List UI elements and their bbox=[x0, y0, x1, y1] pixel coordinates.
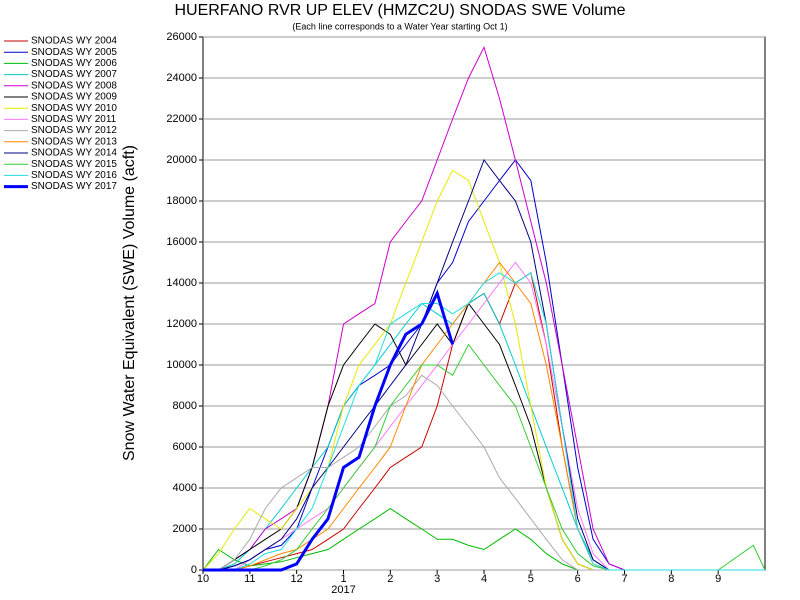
legend-label: SNODAS WY 2009 bbox=[31, 92, 117, 103]
x-tick-label: 6 bbox=[575, 573, 581, 585]
chart-title: HUERFANO RVR UP ELEV (HMZC2U) SNODAS SWE… bbox=[174, 2, 625, 19]
y-tick-label: 26000 bbox=[166, 31, 197, 43]
y-tick-label: 18000 bbox=[166, 195, 197, 207]
chart-subtitle: (Each line corresponds to a Water Year s… bbox=[292, 21, 507, 31]
series-line bbox=[203, 45, 765, 571]
legend-label: SNODAS WY 2016 bbox=[31, 170, 117, 181]
x-tick-label: 11 bbox=[244, 573, 255, 585]
x-tick-label: 9 bbox=[715, 573, 721, 585]
legend-label: SNODAS WY 2017 bbox=[31, 181, 117, 192]
y-tick-label: 10000 bbox=[166, 359, 197, 371]
legend-label: SNODAS WY 2013 bbox=[31, 136, 117, 147]
legend-label: SNODAS WY 2015 bbox=[31, 159, 117, 170]
legend-label: SNODAS WY 2012 bbox=[31, 125, 117, 136]
legend-label: SNODAS WY 2007 bbox=[31, 69, 117, 80]
x-tick-label: 8 bbox=[668, 573, 674, 585]
legend-label: SNODAS WY 2004 bbox=[31, 36, 117, 47]
y-tick-label: 22000 bbox=[166, 113, 197, 125]
annotation: 2017 bbox=[331, 584, 355, 596]
series-line bbox=[203, 272, 765, 571]
y-tick-label: 8000 bbox=[173, 400, 197, 412]
legend-label: SNODAS WY 2005 bbox=[31, 47, 117, 58]
legend-label: SNODAS WY 2011 bbox=[31, 114, 117, 125]
x-tick-label: 4 bbox=[481, 573, 487, 585]
x-tick-label: 3 bbox=[434, 573, 440, 585]
x-tick-label: 2 bbox=[387, 573, 393, 585]
x-tick-label: 7 bbox=[621, 573, 627, 585]
legend-label: SNODAS WY 2006 bbox=[31, 58, 117, 69]
y-axis-label: Snow Water Equivalent (SWE) Volume (acft… bbox=[121, 145, 138, 461]
series-line bbox=[203, 289, 455, 572]
x-tick-label: 1 bbox=[340, 573, 346, 585]
legend-label: SNODAS WY 2014 bbox=[31, 148, 117, 159]
y-tick-label: 4000 bbox=[173, 482, 197, 494]
x-tick-label: 5 bbox=[528, 573, 534, 585]
y-tick-label: 6000 bbox=[173, 441, 197, 453]
legend-label: SNODAS WY 2010 bbox=[31, 103, 117, 114]
legend-label: SNODAS WY 2008 bbox=[31, 80, 117, 91]
y-tick-label: 0 bbox=[191, 564, 197, 576]
y-tick-label: 24000 bbox=[166, 72, 197, 84]
x-tick-label: 10 bbox=[197, 573, 209, 585]
y-tick-label: 14000 bbox=[166, 277, 197, 289]
y-tick-label: 2000 bbox=[173, 523, 197, 535]
y-tick-label: 12000 bbox=[166, 318, 197, 330]
y-tick-label: 20000 bbox=[166, 154, 197, 166]
x-tick-label: 12 bbox=[291, 573, 303, 585]
y-tick-label: 16000 bbox=[166, 236, 197, 248]
